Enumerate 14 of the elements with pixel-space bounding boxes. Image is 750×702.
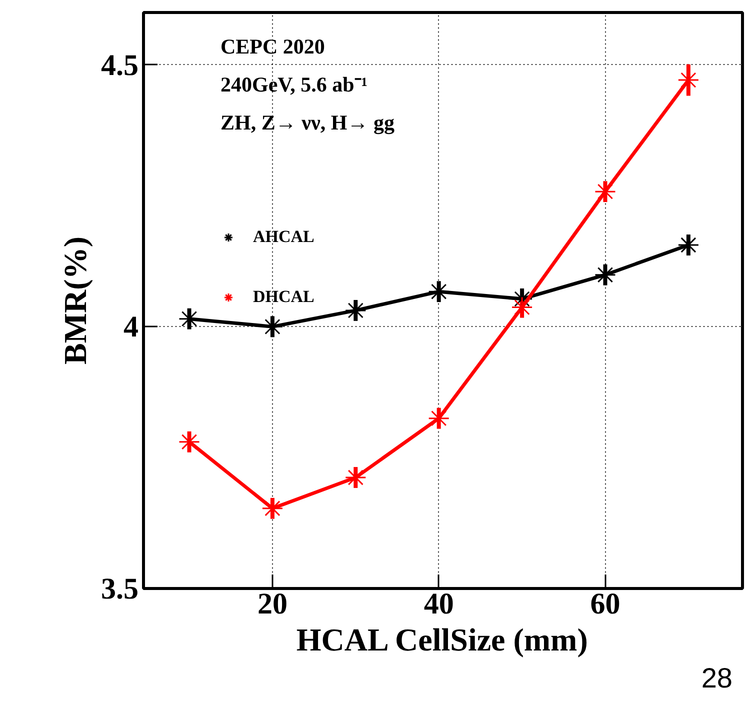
legend-label: AHCAL — [253, 227, 314, 247]
y-tick-label: 4 — [124, 310, 138, 344]
text: 28 — [701, 662, 733, 694]
annotation: CEPC 2020 — [220, 34, 325, 58]
x-tick-label: 40 — [424, 588, 454, 620]
y-tick-label: 4.5 — [101, 48, 138, 82]
x-axis-title: HCAL CellSize (mm) — [296, 622, 588, 658]
x-tick-label: 60 — [590, 588, 620, 620]
annotation: 240GeV, 5.6 ab⁻¹ — [220, 72, 368, 96]
legend-label: DHCAL — [253, 287, 314, 307]
x-tick-label: 20 — [257, 588, 288, 620]
y-axis-title: BMR(%) — [57, 236, 93, 364]
annotation: ZH, Z→ νν, H→ gg — [220, 110, 395, 134]
y-tick-label: 3.5 — [101, 572, 138, 606]
